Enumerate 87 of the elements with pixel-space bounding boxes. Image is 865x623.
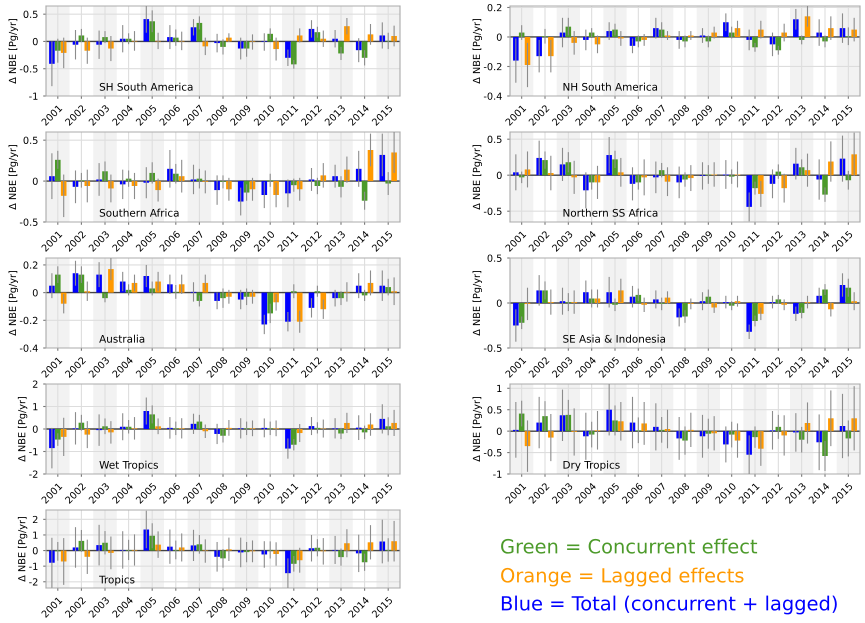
y-tick-label: 0: [32, 547, 38, 554]
y-tick-label: 0.2: [24, 261, 38, 269]
bar: [542, 160, 548, 176]
y-tick-label: -1: [29, 92, 38, 100]
y-axis-title: Δ NBE [Pg/yr]: [18, 517, 28, 582]
y-tick-label: -1: [493, 470, 502, 478]
y-tick-label: -0.4: [484, 92, 502, 100]
bar: [291, 41, 297, 64]
bar: [262, 292, 268, 324]
annotation: SE Asia & Indonesia: [563, 334, 666, 343]
y-axis-title: Δ NBE [Pg/yr]: [8, 145, 18, 210]
y-axis-title: Δ NBE [Pg/yr]: [18, 397, 28, 462]
bar: [822, 290, 828, 303]
y-tick-label: 0: [496, 172, 502, 180]
y-tick-label: -0.2: [484, 62, 502, 70]
bar: [518, 303, 524, 323]
y-tick-label: -0.4: [20, 344, 38, 352]
y-tick-label: 2: [32, 516, 38, 524]
bar: [108, 269, 114, 293]
y-tick-label: -0.5: [484, 449, 502, 456]
annotation: Australia: [99, 334, 144, 343]
bar: [846, 288, 852, 303]
bar: [285, 292, 291, 322]
y-tick-label: 0.5: [488, 254, 502, 262]
bar: [798, 303, 804, 313]
y-tick-label: -0.5: [20, 218, 38, 226]
bar: [752, 36, 758, 48]
annotation: NH South America: [564, 82, 658, 91]
text: Blue = Total (concurrent + lagged): [502, 596, 837, 614]
y-tick-label: -1: [29, 448, 38, 456]
bar: [190, 27, 196, 42]
bar: [314, 32, 320, 42]
y-tick-label: -2: [29, 470, 38, 478]
annotation: Tropics: [99, 575, 134, 586]
bar: [776, 36, 782, 50]
bar: [804, 16, 810, 37]
annotation: Southern Africa: [100, 208, 179, 217]
y-axis-title: Δ NBE [Pg/yr]: [472, 397, 482, 462]
text: Orange = Lagged effects: [501, 568, 744, 586]
y-tick-label: 2: [32, 380, 38, 388]
y-tick-label: 0: [32, 38, 38, 46]
y-tick-label: -0.2: [20, 316, 38, 324]
y-tick-label: 1: [33, 403, 38, 410]
y-tick-label: 1: [33, 532, 38, 539]
bar: [196, 22, 202, 42]
bar: [338, 41, 344, 54]
y-axis-title: Δ NBE [Pg/yr]: [472, 271, 482, 336]
bar: [612, 159, 618, 176]
y-tick-label: 0: [32, 178, 38, 185]
y-tick-label: 0: [32, 425, 38, 433]
y-tick-label: -0.5: [20, 65, 38, 73]
annotation: Dry Tropics: [564, 460, 620, 471]
y-tick-label: 0: [496, 299, 502, 307]
y-tick-label: 0.2: [488, 4, 502, 12]
bar: [344, 26, 350, 42]
y-tick-label: 0.5: [488, 136, 502, 144]
bar: [746, 175, 752, 207]
y-axis-title: Δ NBE [Pg/yr]: [8, 19, 18, 84]
y-tick-label: 0: [496, 428, 502, 435]
bar: [746, 303, 752, 332]
y-tick-label: 0: [496, 33, 502, 41]
annotation: Wet Tropics: [99, 460, 158, 471]
y-tick-label: 1: [497, 384, 502, 392]
bar: [291, 429, 297, 445]
bar: [285, 41, 291, 58]
y-tick-label: -1: [29, 562, 38, 570]
bar: [752, 303, 758, 321]
y-axis-title: Δ NBE [Pg/yr]: [472, 19, 482, 84]
y-tick-label: -0.5: [484, 344, 502, 352]
y-tick-label: -2: [29, 578, 38, 586]
y-tick-label: -0.5: [484, 208, 502, 216]
y-tick-label: 0: [32, 289, 38, 296]
y-axis-title: Δ NBE [Pg/yr]: [8, 271, 18, 336]
y-tick-label: 0.5: [488, 406, 502, 414]
bar: [362, 41, 368, 58]
text: Green = Concurrent effect: [501, 538, 758, 554]
annotation: Northern SS Africa: [564, 208, 658, 217]
y-tick-label: 0.5: [24, 136, 38, 144]
bar: [682, 303, 688, 316]
bar: [822, 175, 828, 195]
bar: [752, 175, 758, 188]
y-axis-title: Δ NBE [Pg/yr]: [472, 145, 482, 210]
y-tick-label: 0.5: [24, 10, 38, 18]
bar: [78, 274, 84, 293]
bar: [758, 303, 764, 314]
annotation: SH South America: [100, 82, 192, 91]
bar: [368, 150, 374, 182]
